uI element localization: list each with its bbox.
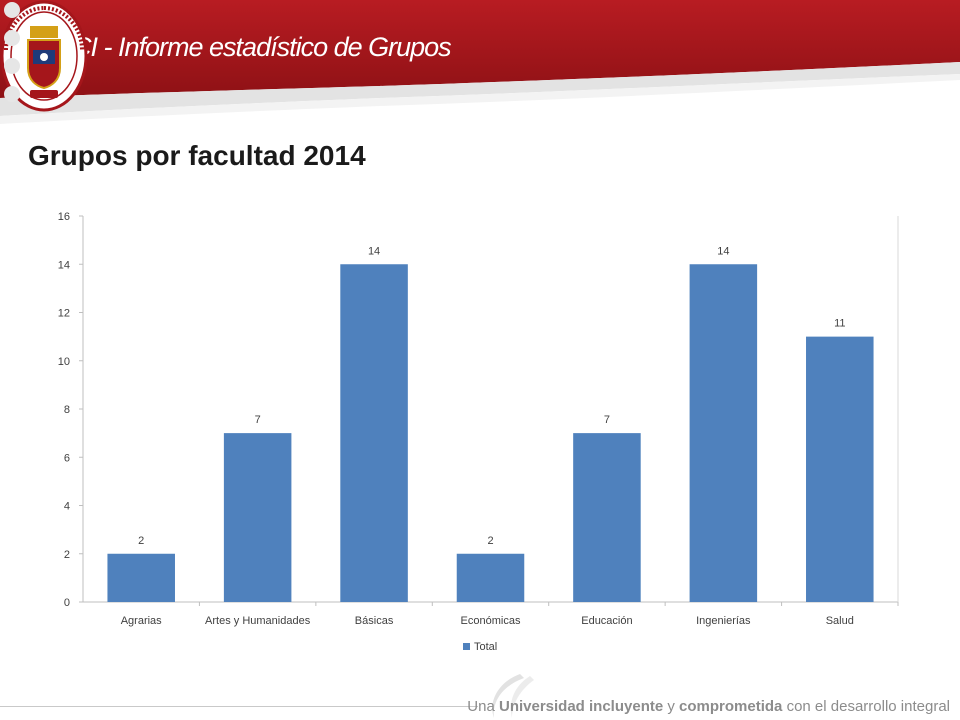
bar [573,433,641,602]
y-tick-label: 2 [64,549,70,561]
bar-data-label: 14 [368,245,380,257]
y-tick-label: 14 [58,259,70,271]
bar-data-label: 2 [138,535,144,547]
bar [806,336,874,602]
x-category-label: Agrarias [121,615,162,627]
x-category-label: Básicas [355,615,394,627]
x-category-label: Educación [581,615,632,627]
y-axis-ticks: 0 2 4 6 8 10 12 14 16 [58,211,83,609]
x-category-label: Ingenierías [696,615,751,627]
y-tick-label: 6 [64,452,70,464]
decorative-dots [4,2,20,102]
y-tick-label: 16 [58,211,70,223]
legend-label: Total [474,641,497,653]
x-category-label: Económicas [461,615,521,627]
header-banner: VINCI - Informe estadístico de Grupos [0,0,960,130]
y-tick-label: 10 [58,356,70,368]
footer-slogan-part: Una [467,698,499,715]
bar-data-label: 11 [834,318,845,330]
legend: Total [463,641,497,653]
bar-data-label: 14 [717,245,729,257]
header-title: VINCI - Informe estadístico de Grupos [30,32,452,62]
footer-swoosh-decoration [492,674,534,718]
legend-swatch [463,643,470,650]
x-category-label: Salud [826,615,854,627]
bars: 2 Agrarias 7 Artes y Humanidades 14 Básicas 2 E… [107,245,899,627]
university-logo [0,0,88,112]
bar-data-label: 2 [487,535,493,547]
footer-slogan-part: Universidad incluyente [498,698,664,715]
bar-data-label: 7 [604,414,610,426]
header-swoosh [0,0,960,124]
footer-slogan-part: con el desarrollo integral [782,698,950,715]
slide-title: Grupos por facultad 2014 [28,140,366,171]
y-tick-label: 0 [64,597,70,609]
y-tick-label: 4 [64,501,70,513]
footer-slogan: Una Universidad incluyente y comprometid… [467,698,950,715]
bar [340,264,408,602]
y-tick-label: 8 [64,404,70,416]
footer-slogan-part: comprometida [679,698,783,715]
bar-data-label: 7 [255,414,261,426]
y-tick-label: 12 [58,308,70,320]
x-category-label: Artes y Humanidades [205,615,311,627]
bar [689,264,758,602]
footer-slogan-part: y [663,698,680,715]
bar [107,553,175,602]
bar [456,553,525,602]
bar [223,433,292,602]
bar-chart: 0 2 4 6 8 10 12 14 16 2 Agrarias 7 Artes y Humanida… [58,211,899,653]
footer-divider [0,706,478,707]
